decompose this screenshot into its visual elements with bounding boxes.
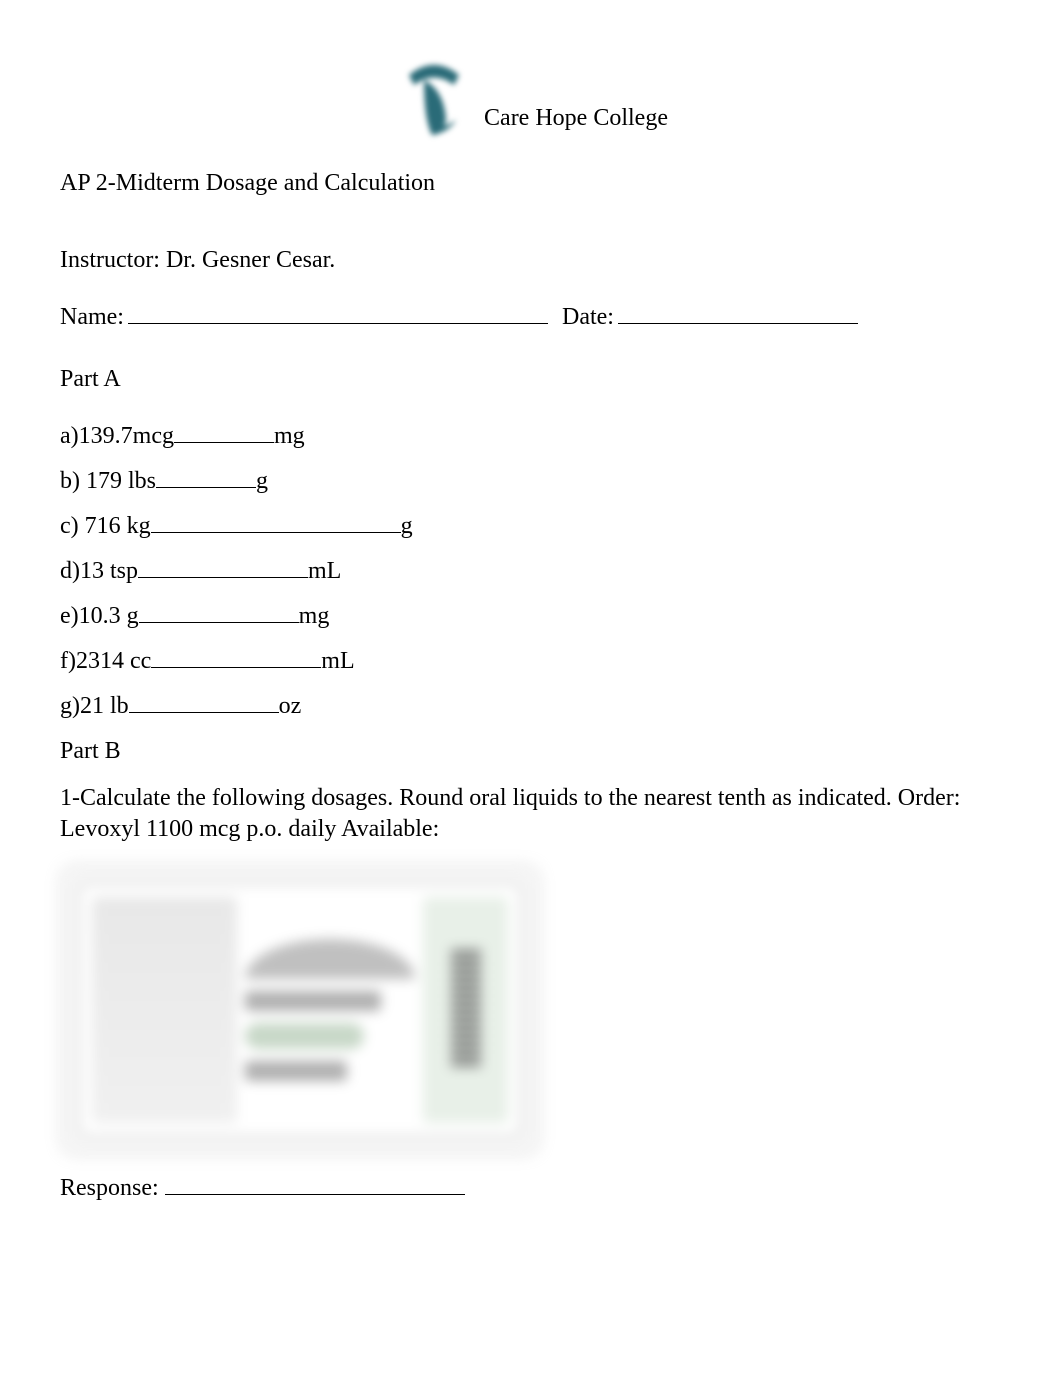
response-label: Response: [60, 1175, 159, 1201]
response-input-blank[interactable] [165, 1194, 465, 1195]
drug-label-right-panel [423, 897, 508, 1123]
date-input-blank[interactable] [618, 323, 858, 324]
name-label: Name: [60, 304, 124, 331]
page-title: AP 2-Midterm Dosage and Calculation [60, 170, 1002, 197]
conversion-a: a)139.7mcg mg [60, 423, 1002, 450]
conv-d-unit: mL [308, 558, 341, 584]
header: Care Hope College [60, 50, 1002, 140]
conv-d-blank[interactable] [138, 577, 308, 578]
conversion-e: e)10.3 g mg [60, 603, 1002, 630]
conversion-d: d)13 tsp mL [60, 558, 1002, 585]
conv-f-blank[interactable] [151, 667, 321, 668]
conv-a-unit: mg [274, 423, 305, 449]
conv-g-blank[interactable] [129, 712, 279, 713]
college-logo-icon [394, 50, 474, 140]
conv-g-unit: oz [279, 693, 302, 719]
response-row: Response: [60, 1175, 1002, 1202]
drug-label-center-panel [245, 897, 415, 1123]
drug-label-image [60, 865, 540, 1155]
conv-f-prefix: f)2314 cc [60, 648, 151, 674]
conv-c-prefix: c) 716 kg [60, 513, 151, 539]
conv-b-blank[interactable] [156, 487, 256, 488]
conversion-c: c) 716 kg g [60, 513, 1002, 540]
barcode-icon [451, 950, 481, 1070]
conv-e-blank[interactable] [139, 622, 299, 623]
drug-label-left-panel [92, 897, 237, 1123]
part-a-heading: Part A [60, 366, 1002, 393]
date-label: Date: [562, 304, 614, 331]
conv-e-prefix: e)10.3 g [60, 603, 139, 629]
conv-a-blank[interactable] [174, 442, 274, 443]
college-name: Care Hope College [484, 105, 668, 140]
conv-d-prefix: d)13 tsp [60, 558, 138, 584]
conv-g-prefix: g)21 lb [60, 693, 129, 719]
conv-c-unit: g [401, 513, 413, 539]
conv-c-blank[interactable] [151, 532, 401, 533]
part-b-heading: Part B [60, 738, 1002, 765]
conv-e-unit: mg [299, 603, 330, 629]
instructor-line: Instructor: Dr. Gesner Cesar. [60, 247, 1002, 274]
conv-b-prefix: b) 179 lbs [60, 468, 156, 494]
conversion-g: g)21 lb oz [60, 693, 1002, 720]
conversion-f: f)2314 cc mL [60, 648, 1002, 675]
question-1-text: 1-Calculate the following dosages. Round… [60, 783, 1002, 845]
name-input-blank[interactable] [128, 323, 548, 324]
name-date-row: Name: Date: [60, 304, 1002, 331]
conversion-b: b) 179 lbs g [60, 468, 1002, 495]
conv-a-prefix: a)139.7mcg [60, 423, 174, 449]
conv-f-unit: mL [321, 648, 354, 674]
conv-b-unit: g [256, 468, 268, 494]
